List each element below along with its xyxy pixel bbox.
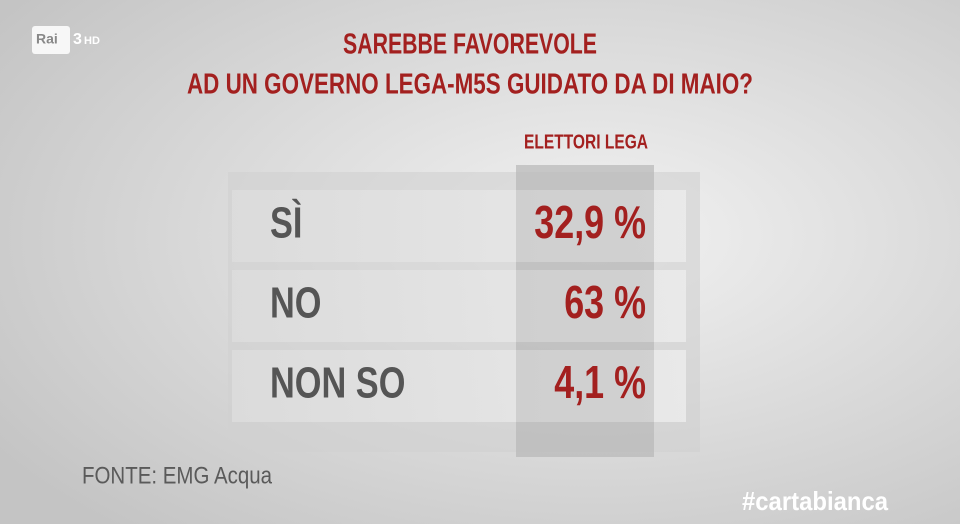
title-line: AD UN GOVERNO LEGA-M5S GUIDATO DA DI MAI… [187, 69, 753, 101]
row-value: 4,1 % [554, 356, 646, 408]
logo-rai: Rai [36, 31, 58, 47]
hashtag: #cartabianca [742, 486, 888, 516]
row-value: 32,9 % [534, 196, 646, 248]
column-header: ELETTORI LEGA [524, 131, 648, 153]
cell-highlight [516, 350, 654, 422]
logo-box [32, 26, 70, 54]
logo-number: 3 [73, 31, 82, 48]
cell-highlight [516, 190, 654, 262]
row-value: 63 % [564, 276, 646, 328]
row-label: NO [270, 279, 321, 328]
cell-highlight [516, 270, 654, 342]
logo-suffix: HD [84, 35, 100, 47]
source: FONTE: EMG Acqua [82, 462, 273, 489]
table-rows: SÌ 32,9 % NO 63 % NON SO 4,1 % [232, 190, 686, 422]
row-label: NON SO [270, 359, 405, 408]
title-line: SAREBBE FAVOREVOLE [343, 29, 597, 61]
row-label: SÌ [270, 198, 302, 248]
